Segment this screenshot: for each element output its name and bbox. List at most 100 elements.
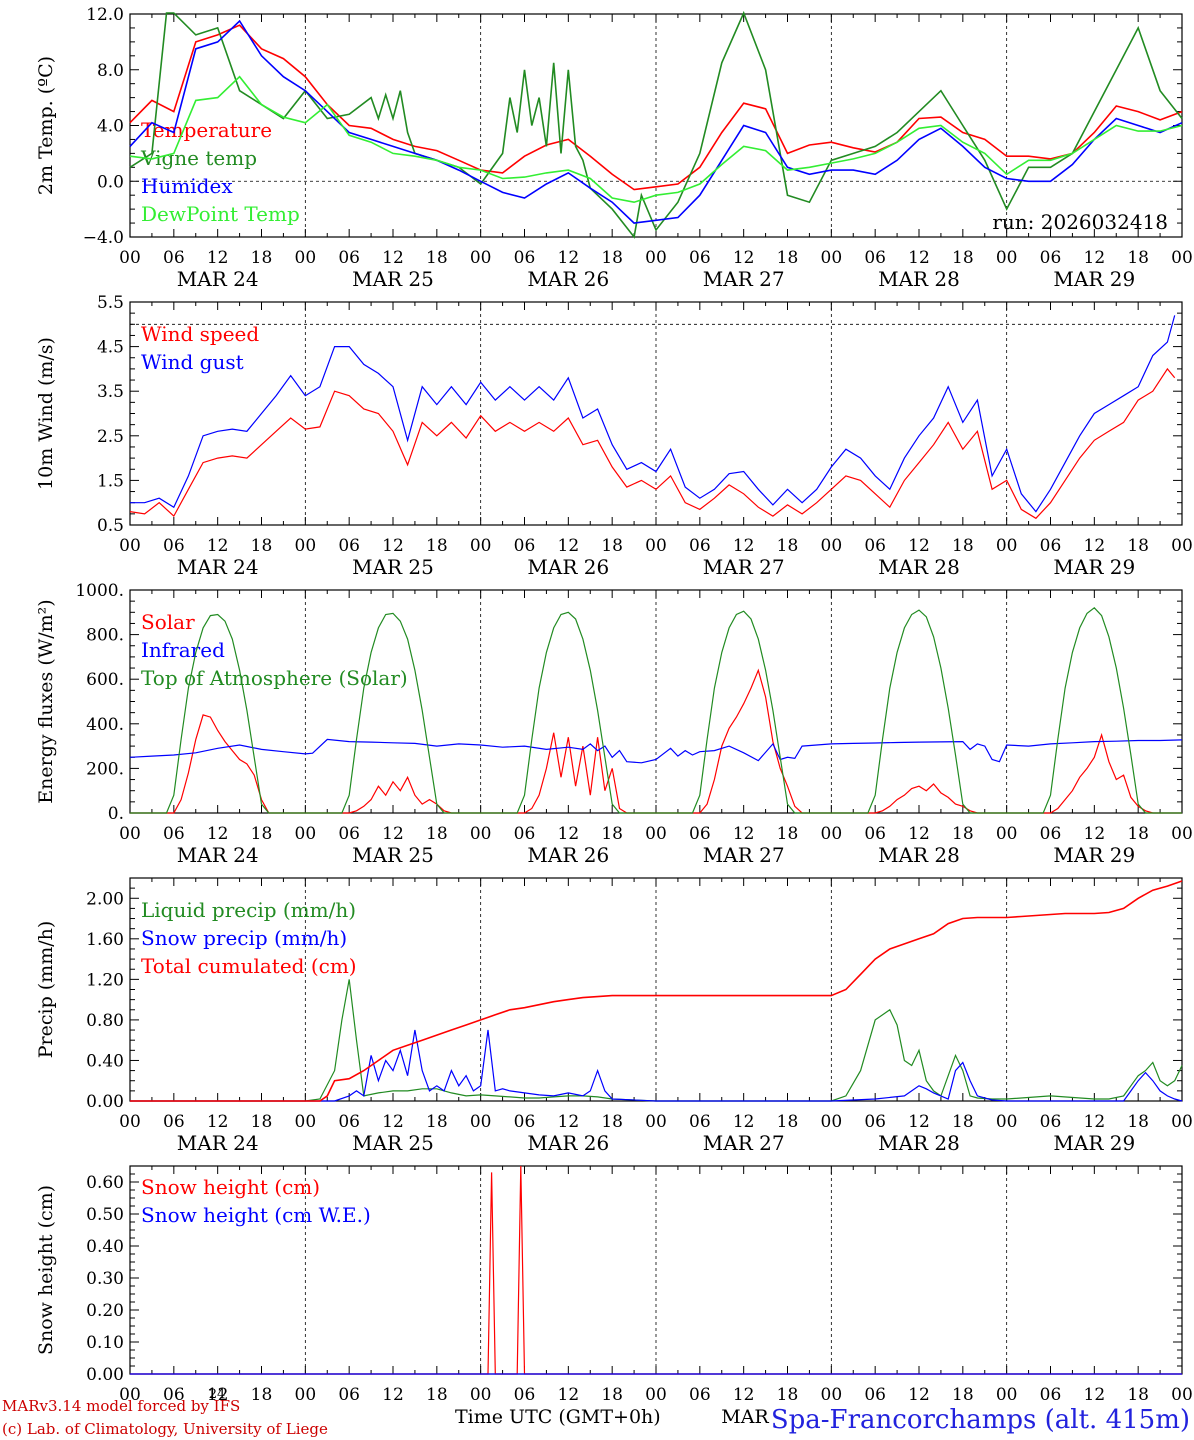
snow-xtick-label: 12 <box>382 1385 404 1405</box>
temp-xtick-label: 00 <box>295 248 317 268</box>
precip-legend-entry: Snow precip (mm/h) <box>141 926 347 950</box>
precip-xtick-label: 06 <box>514 1112 536 1132</box>
wind-xtick-label: 12 <box>382 536 404 556</box>
wind-day-label: MAR 25 <box>352 555 434 579</box>
energy-day-label: MAR 24 <box>177 843 259 867</box>
temp-day-label: MAR 27 <box>703 267 785 291</box>
temp-xtick-label: 06 <box>689 248 711 268</box>
wind-xtick-label: 00 <box>996 536 1018 556</box>
overlap-day-number: 24 <box>209 1387 226 1402</box>
wind-xtick-label: 12 <box>1084 536 1106 556</box>
snow-xtick-label: 00 <box>1171 1385 1193 1405</box>
model-credit: MARv3.14 model forced by IFS <box>2 1397 240 1415</box>
temp-xtick-label: 06 <box>1040 248 1062 268</box>
snow-legend-entry: Snow height (cm W.E.) <box>141 1203 371 1227</box>
temp-ytick-label: 0.0 <box>97 172 124 192</box>
wind-day-label: MAR 29 <box>1053 555 1135 579</box>
energy-xtick-label: 00 <box>645 824 667 844</box>
energy-ytick-label: 600. <box>86 670 124 690</box>
wind-xtick-label: 18 <box>1127 536 1149 556</box>
energy-xtick-label: 06 <box>864 824 886 844</box>
wind-day-label: MAR 28 <box>878 555 960 579</box>
precip-series-line <box>130 880 1183 1102</box>
energy-xtick-label: 12 <box>733 824 755 844</box>
wind-xtick-label: 00 <box>821 536 843 556</box>
temp-ytick-label: 12.0 <box>86 5 124 25</box>
snow-xtick-label: 12 <box>1084 1385 1106 1405</box>
snow-xtick-label: 18 <box>601 1385 623 1405</box>
energy-ytick-label: 200. <box>86 759 124 779</box>
precip-ytick-label: 1.20 <box>86 970 124 990</box>
overlap-day-label: MAR <box>721 1406 769 1428</box>
snow-xtick-label: 18 <box>426 1385 448 1405</box>
wind-xtick-label: 00 <box>119 536 141 556</box>
energy-xtick-label: 12 <box>908 824 930 844</box>
precip-legend-entry: Total cumulated (cm) <box>141 954 357 978</box>
energy-xtick-label: 18 <box>426 824 448 844</box>
precip-xtick-label: 06 <box>689 1112 711 1132</box>
precip-xtick-label: 12 <box>908 1112 930 1132</box>
energy-xtick-label: 18 <box>952 824 974 844</box>
temp-ylabel: 2m Temp. (ºC) <box>35 56 57 195</box>
station-title: Spa-Francorchamps (alt. 415m) <box>771 1405 1190 1435</box>
snow-xtick-label: 18 <box>251 1385 273 1405</box>
temp-legend-entry: DewPoint Temp <box>141 202 300 226</box>
precip-xtick-label: 06 <box>1040 1112 1062 1132</box>
energy-day-label: MAR 28 <box>878 843 960 867</box>
snow-xtick-label: 06 <box>689 1385 711 1405</box>
wind-xtick-label: 06 <box>163 536 185 556</box>
precip-xtick-label: 18 <box>601 1112 623 1132</box>
wind-xtick-label: 06 <box>1040 536 1062 556</box>
energy-xtick-label: 06 <box>163 824 185 844</box>
precip-ylabel: Precip (mm/h) <box>35 921 57 1059</box>
snow-ytick-label: 0.20 <box>86 1301 124 1321</box>
energy-series-line <box>129 738 1183 764</box>
temp-xtick-label: 06 <box>864 248 886 268</box>
snow-xtick-label: 00 <box>645 1385 667 1405</box>
temp-ytick-label: −4.0 <box>83 228 124 248</box>
snow-xtick-label: 06 <box>163 1385 185 1405</box>
wind-xtick-label: 18 <box>777 536 799 556</box>
energy-legend-entry: Infrared <box>141 638 225 662</box>
wind-xtick-label: 00 <box>295 536 317 556</box>
snow-ytick-label: 0.60 <box>86 1173 124 1193</box>
snow-xtick-label: 06 <box>338 1385 360 1405</box>
precip-series-line <box>130 979 1183 1102</box>
snow-xtick-label: 00 <box>295 1385 317 1405</box>
temp-xtick-label: 12 <box>558 248 580 268</box>
temp-xtick-label: 18 <box>601 248 623 268</box>
precip-xtick-label: 00 <box>645 1112 667 1132</box>
snow-xtick-label: 12 <box>908 1385 930 1405</box>
wind-xtick-label: 06 <box>689 536 711 556</box>
temp-xtick-label: 12 <box>1084 248 1106 268</box>
temp-legend-entry: Humidex <box>141 174 233 198</box>
wind-ytick-label: 4.5 <box>97 338 124 358</box>
temp-xtick-label: 00 <box>470 248 492 268</box>
temp-xtick-label: 12 <box>207 248 229 268</box>
precip-xtick-label: 12 <box>733 1112 755 1132</box>
temp-ytick-label: 4.0 <box>97 117 124 137</box>
temp-day-label: MAR 28 <box>878 267 960 291</box>
temp-xtick-label: 06 <box>514 248 536 268</box>
precip-xtick-label: 06 <box>864 1112 886 1132</box>
snow-xtick-label: 18 <box>1127 1385 1149 1405</box>
wind-day-label: MAR 27 <box>703 555 785 579</box>
temp-xtick-label: 12 <box>908 248 930 268</box>
temp-ytick-label: 8.0 <box>97 61 124 81</box>
wind-day-label: MAR 26 <box>527 555 609 579</box>
wind-series-line <box>129 367 1176 520</box>
precip-xtick-label: 18 <box>777 1112 799 1132</box>
snow-ytick-label: 0.50 <box>86 1205 124 1225</box>
wind-legend-entry: Wind speed <box>141 322 259 346</box>
temp-day-label: MAR 24 <box>177 267 259 291</box>
snow-ytick-label: 0.30 <box>86 1269 124 1289</box>
precip-day-label: MAR 26 <box>527 1131 609 1155</box>
temp-xtick-label: 06 <box>163 248 185 268</box>
snow-xtick-label: 00 <box>996 1385 1018 1405</box>
precip-xtick-label: 12 <box>1084 1112 1106 1132</box>
snow-xtick-label: 00 <box>119 1385 141 1405</box>
precip-ytick-label: 0.40 <box>86 1051 124 1071</box>
snow-ylabel: Snow height (cm) <box>35 1185 57 1355</box>
wind-xtick-label: 12 <box>733 536 755 556</box>
wind-ylabel: 10m Wind (m/s) <box>35 337 57 490</box>
